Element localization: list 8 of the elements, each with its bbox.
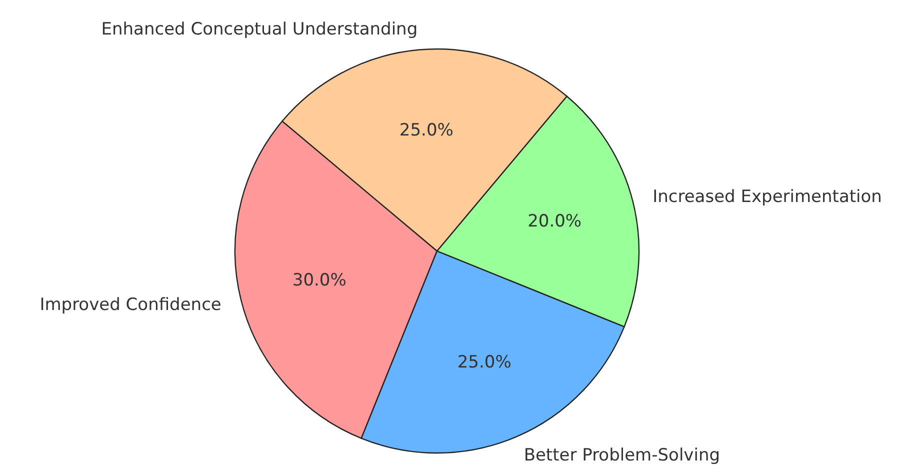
slice-label: Better Problem-Solving	[524, 446, 720, 466]
data-label: 20.0%	[528, 212, 582, 232]
data-label: 30.0%	[292, 270, 346, 290]
data-label: 25.0%	[399, 120, 454, 140]
slice-label: Increased Experimentation	[652, 187, 882, 208]
slice-label: Improved Confidence	[40, 294, 222, 315]
data-label: 25.0%	[457, 352, 512, 373]
slice-label: Enhanced Conceptual Understanding	[101, 20, 418, 40]
